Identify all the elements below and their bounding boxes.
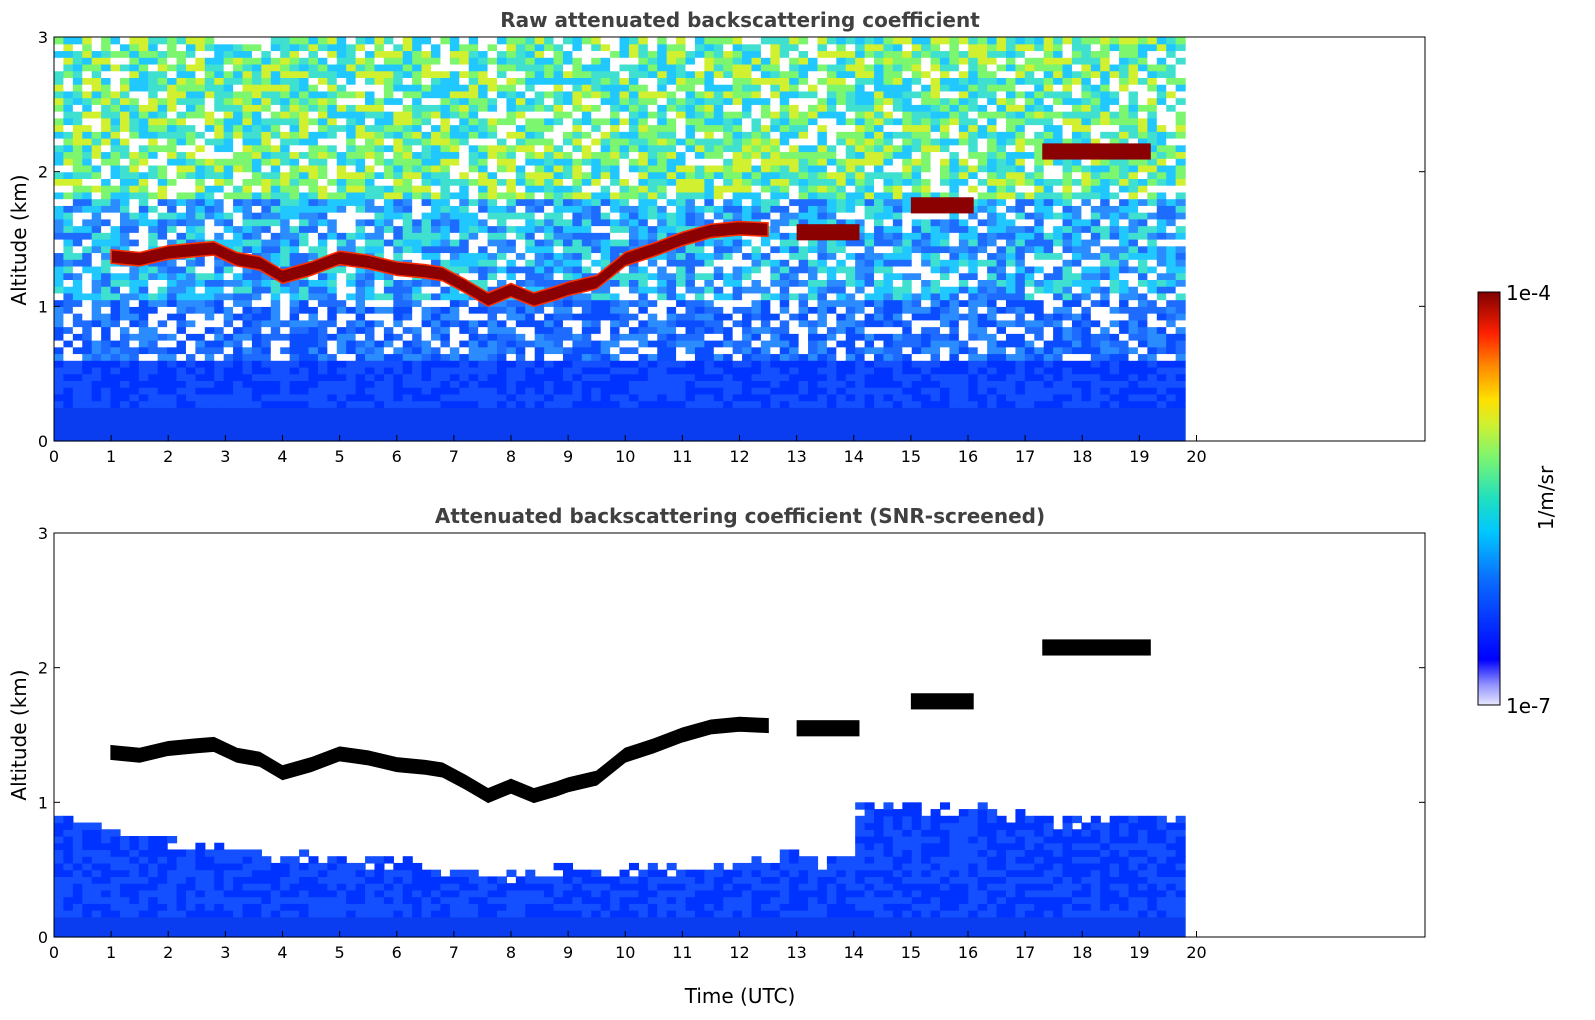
x-tick-label: 7 — [449, 447, 459, 466]
x-tick-label: 17 — [1015, 447, 1035, 466]
x-tick-label: 5 — [335, 447, 345, 466]
colorbar-unit-label: 1/m/sr — [1534, 465, 1558, 530]
x-tick-label: 14 — [844, 447, 864, 466]
x-tick-label: 6 — [392, 447, 402, 466]
x-tick-label: 14 — [844, 943, 864, 962]
x-tick-label: 11 — [672, 943, 692, 962]
cloud-fragment — [1042, 143, 1151, 160]
cloud-fragment — [910, 693, 974, 710]
x-tick-label: 10 — [615, 943, 635, 962]
screened-y-axis-label: Altitude (km) — [7, 669, 31, 800]
cloud-fragment — [796, 224, 860, 241]
colorbar-max-label: 1e-4 — [1506, 281, 1551, 305]
y-tick-label: 3 — [38, 28, 48, 47]
x-tick-label: 7 — [449, 943, 459, 962]
y-tick-label: 0 — [38, 928, 48, 947]
x-tick-label: 16 — [958, 447, 978, 466]
x-tick-label: 3 — [220, 447, 230, 466]
x-tick-label: 13 — [786, 943, 806, 962]
y-tick-label: 2 — [38, 163, 48, 182]
heatmap-field — [54, 37, 1186, 442]
x-tick-label: 15 — [901, 447, 921, 466]
x-tick-label: 9 — [563, 943, 573, 962]
x-tick-label: 2 — [163, 447, 173, 466]
x-axis-label: Time (UTC) — [684, 984, 796, 1008]
cloud-fragment — [910, 197, 974, 214]
x-tick-label: 8 — [506, 943, 516, 962]
x-tick-label: 19 — [1129, 943, 1149, 962]
x-tick-label: 12 — [729, 943, 749, 962]
screened-backscatter-panel: Attenuated backscattering coefficient (S… — [7, 504, 1426, 1008]
x-tick-label: 20 — [1186, 447, 1206, 466]
cloud-layer-band — [110, 716, 769, 804]
x-tick-label: 1 — [106, 943, 116, 962]
x-tick-label: 0 — [49, 943, 59, 962]
y-tick-label: 1 — [38, 297, 48, 316]
screened-panel-title: Attenuated backscattering coefficient (S… — [435, 504, 1045, 528]
x-tick-label: 2 — [163, 943, 173, 962]
x-tick-label: 12 — [729, 447, 749, 466]
x-tick-label: 1 — [106, 447, 116, 466]
x-tick-label: 0 — [49, 447, 59, 466]
cloud-layer-band — [110, 220, 769, 308]
x-tick-label: 4 — [277, 943, 287, 962]
y-tick-label: 0 — [38, 432, 48, 451]
x-tick-label: 18 — [1072, 943, 1092, 962]
colorbar-min-label: 1e-7 — [1506, 694, 1551, 718]
x-tick-label: 15 — [901, 943, 921, 962]
colorbar: 1e-4 1e-7 1/m/sr — [1477, 281, 1558, 718]
raw-panel-title: Raw attenuated backscattering coefficien… — [500, 8, 980, 32]
x-tick-label: 19 — [1129, 447, 1149, 466]
x-tick-label: 17 — [1015, 943, 1035, 962]
x-tick-label: 18 — [1072, 447, 1092, 466]
y-tick-label: 3 — [38, 524, 48, 543]
x-tick-label: 20 — [1186, 943, 1206, 962]
cloud-fragment — [1042, 639, 1151, 656]
x-tick-label: 8 — [506, 447, 516, 466]
x-tick-label: 5 — [335, 943, 345, 962]
x-tick-label: 13 — [786, 447, 806, 466]
x-tick-label: 3 — [220, 943, 230, 962]
x-tick-label: 6 — [392, 943, 402, 962]
y-tick-label: 2 — [38, 659, 48, 678]
raw-y-axis-label: Altitude (km) — [7, 174, 31, 305]
x-tick-label: 16 — [958, 943, 978, 962]
raw-backscatter-panel: Raw attenuated backscattering coefficien… — [7, 8, 1426, 466]
y-tick-label: 1 — [38, 793, 48, 812]
colorbar-gradient — [1477, 291, 1501, 706]
x-tick-label: 4 — [277, 447, 287, 466]
cloud-fragment — [796, 720, 860, 737]
x-tick-label: 11 — [672, 447, 692, 466]
x-tick-label: 10 — [615, 447, 635, 466]
x-tick-label: 9 — [563, 447, 573, 466]
heatmap-field — [54, 802, 1186, 938]
